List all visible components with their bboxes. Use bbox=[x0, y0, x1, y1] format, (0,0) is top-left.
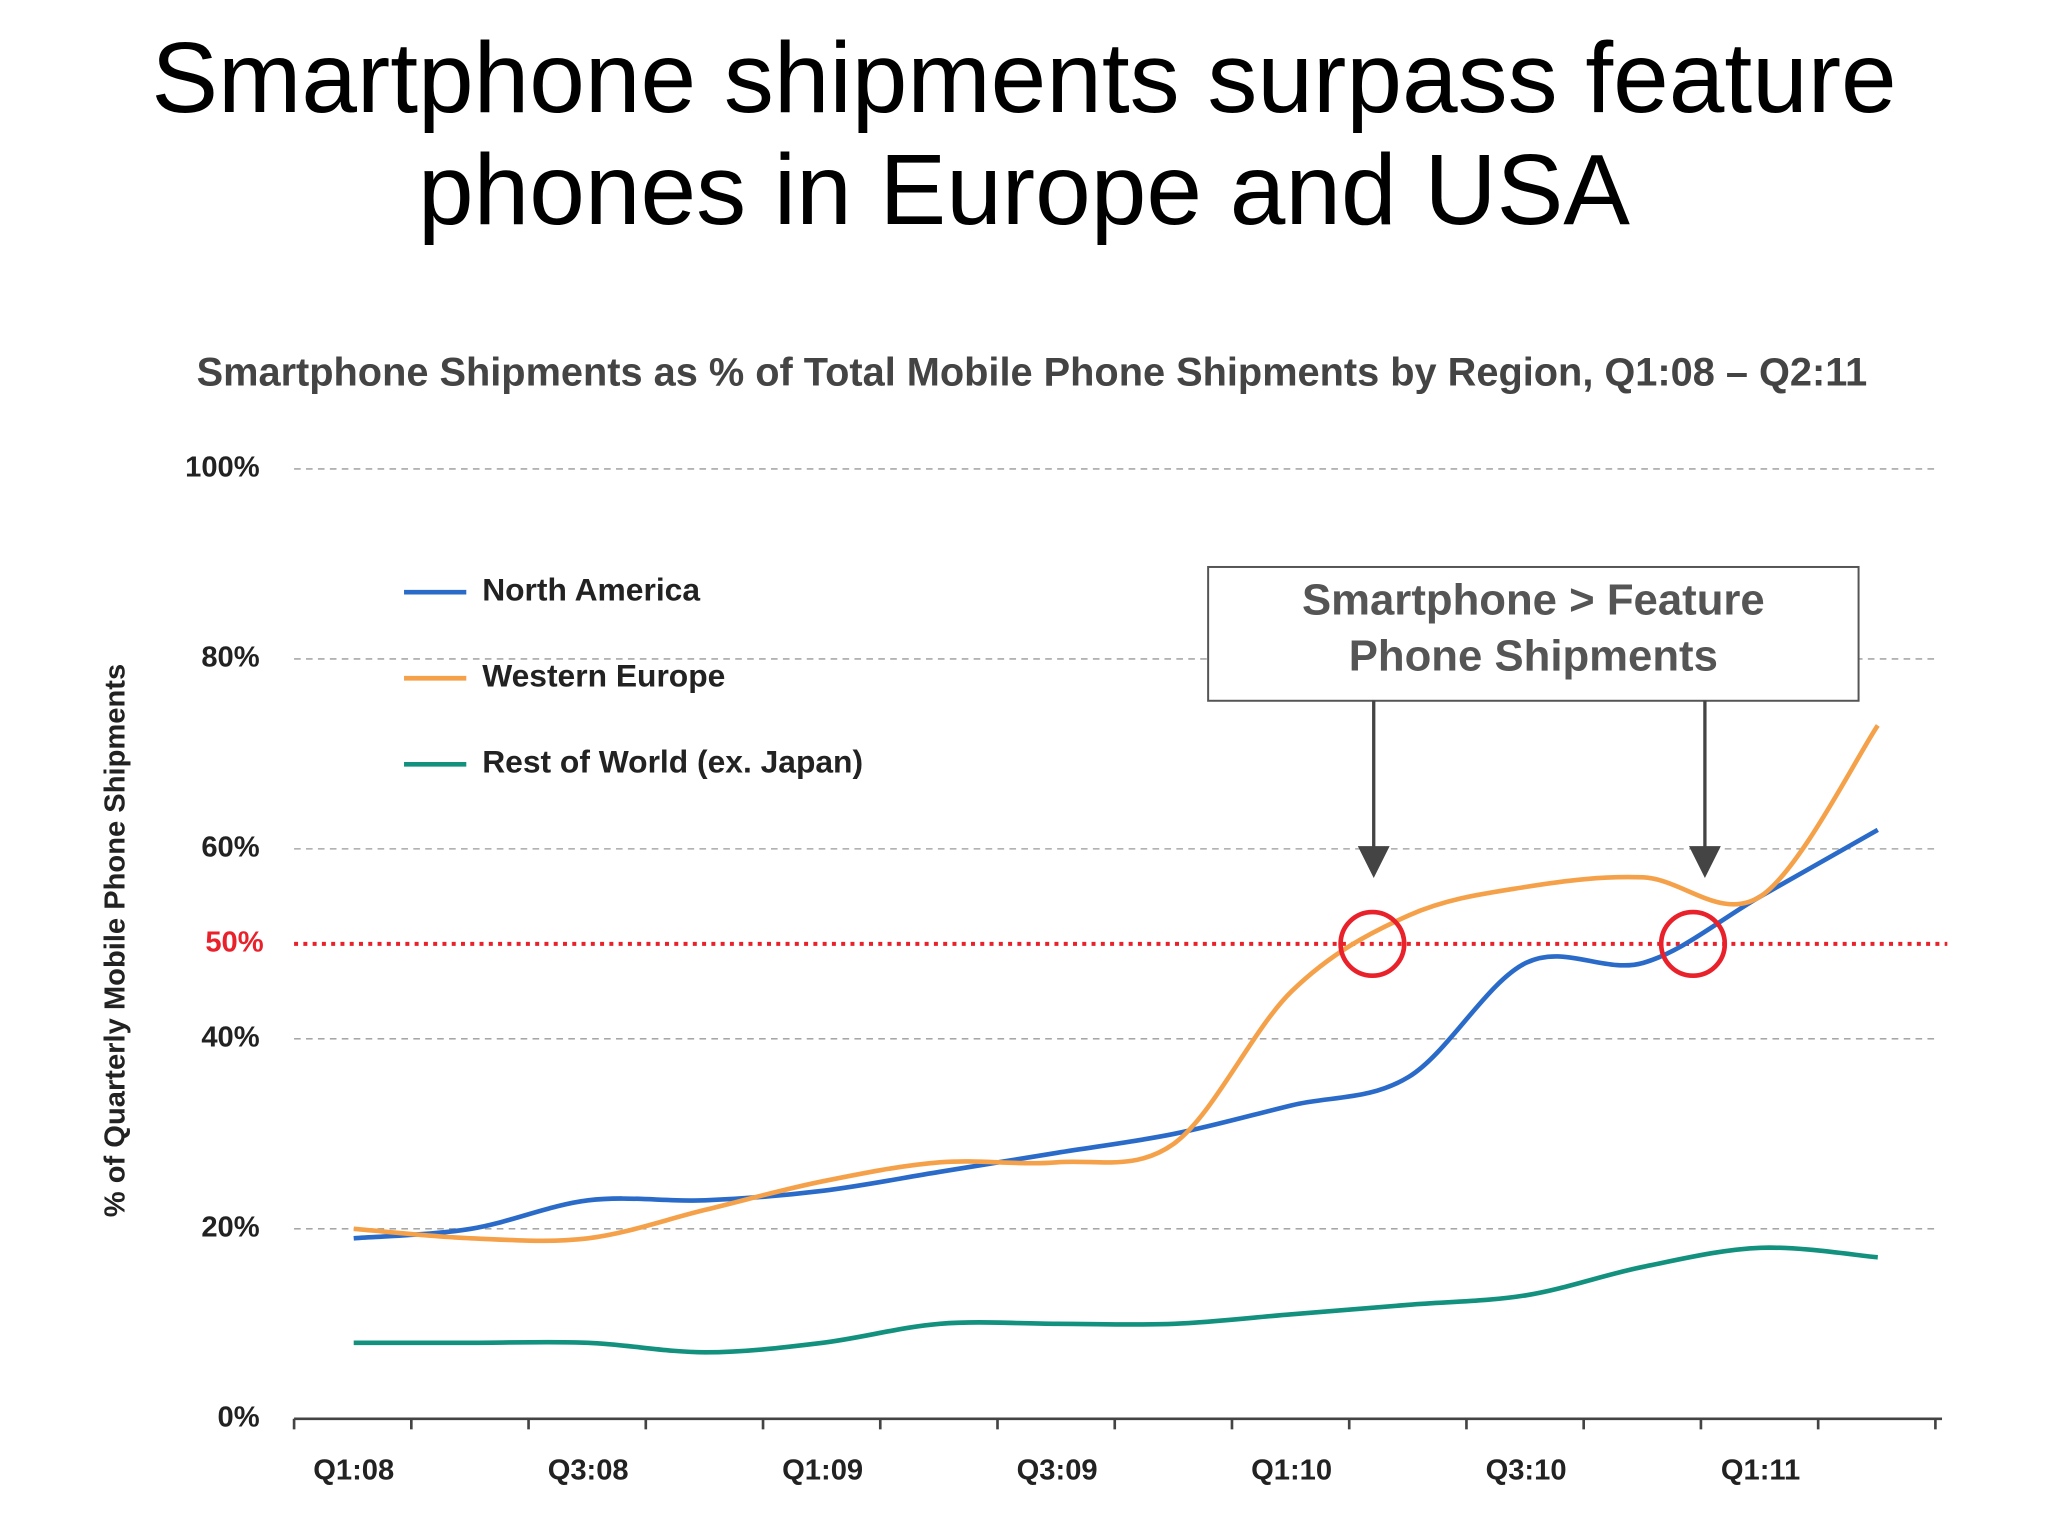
x-tick-label: Q3:08 bbox=[548, 1454, 629, 1486]
y-tick-label: 60% bbox=[201, 832, 259, 864]
y-tick-label: 40% bbox=[201, 1022, 259, 1054]
y-tick-label: 100% bbox=[185, 452, 260, 484]
reference-label: 50% bbox=[205, 927, 263, 959]
y-tick-label: 20% bbox=[201, 1212, 259, 1244]
x-tick-label: Q1:11 bbox=[1721, 1454, 1800, 1486]
series-line bbox=[353, 827, 1879, 1241]
x-tick-label: Q1:10 bbox=[1251, 1454, 1332, 1486]
annotation-box bbox=[1207, 565, 1860, 702]
x-tick-label: Q3:10 bbox=[1486, 1454, 1567, 1486]
legend-label: Rest of World (ex. Japan) bbox=[482, 744, 863, 780]
annotation-wrap: Smartphone > Feature Phone Shipments bbox=[1301, 574, 1765, 680]
x-tick-label: Q1:09 bbox=[782, 1454, 863, 1486]
x-tick-label: Q3:09 bbox=[1017, 1454, 1098, 1486]
legend-label: Western Europe bbox=[482, 658, 725, 694]
crossing-circle bbox=[1658, 909, 1728, 978]
x-tick-label: Q1:08 bbox=[313, 1454, 394, 1486]
series-line bbox=[353, 724, 1880, 1244]
y-axis-label: % of Quarterly Mobile Phone Shipments bbox=[99, 664, 131, 1217]
y-tick-label: 80% bbox=[201, 642, 259, 674]
series-line bbox=[353, 1245, 1878, 1355]
annotation: Smartphone > Feature Phone Shipments bbox=[1301, 574, 1765, 680]
crossing-circle bbox=[1338, 909, 1407, 978]
legend-label: North America bbox=[482, 572, 700, 608]
chart-title: Smartphone Shipments as % of Total Mobil… bbox=[197, 350, 1868, 394]
y-tick-label: 0% bbox=[218, 1401, 260, 1433]
page-title: Smartphone shipments surpass feature pho… bbox=[151, 22, 1897, 246]
arrows bbox=[1357, 700, 1721, 879]
